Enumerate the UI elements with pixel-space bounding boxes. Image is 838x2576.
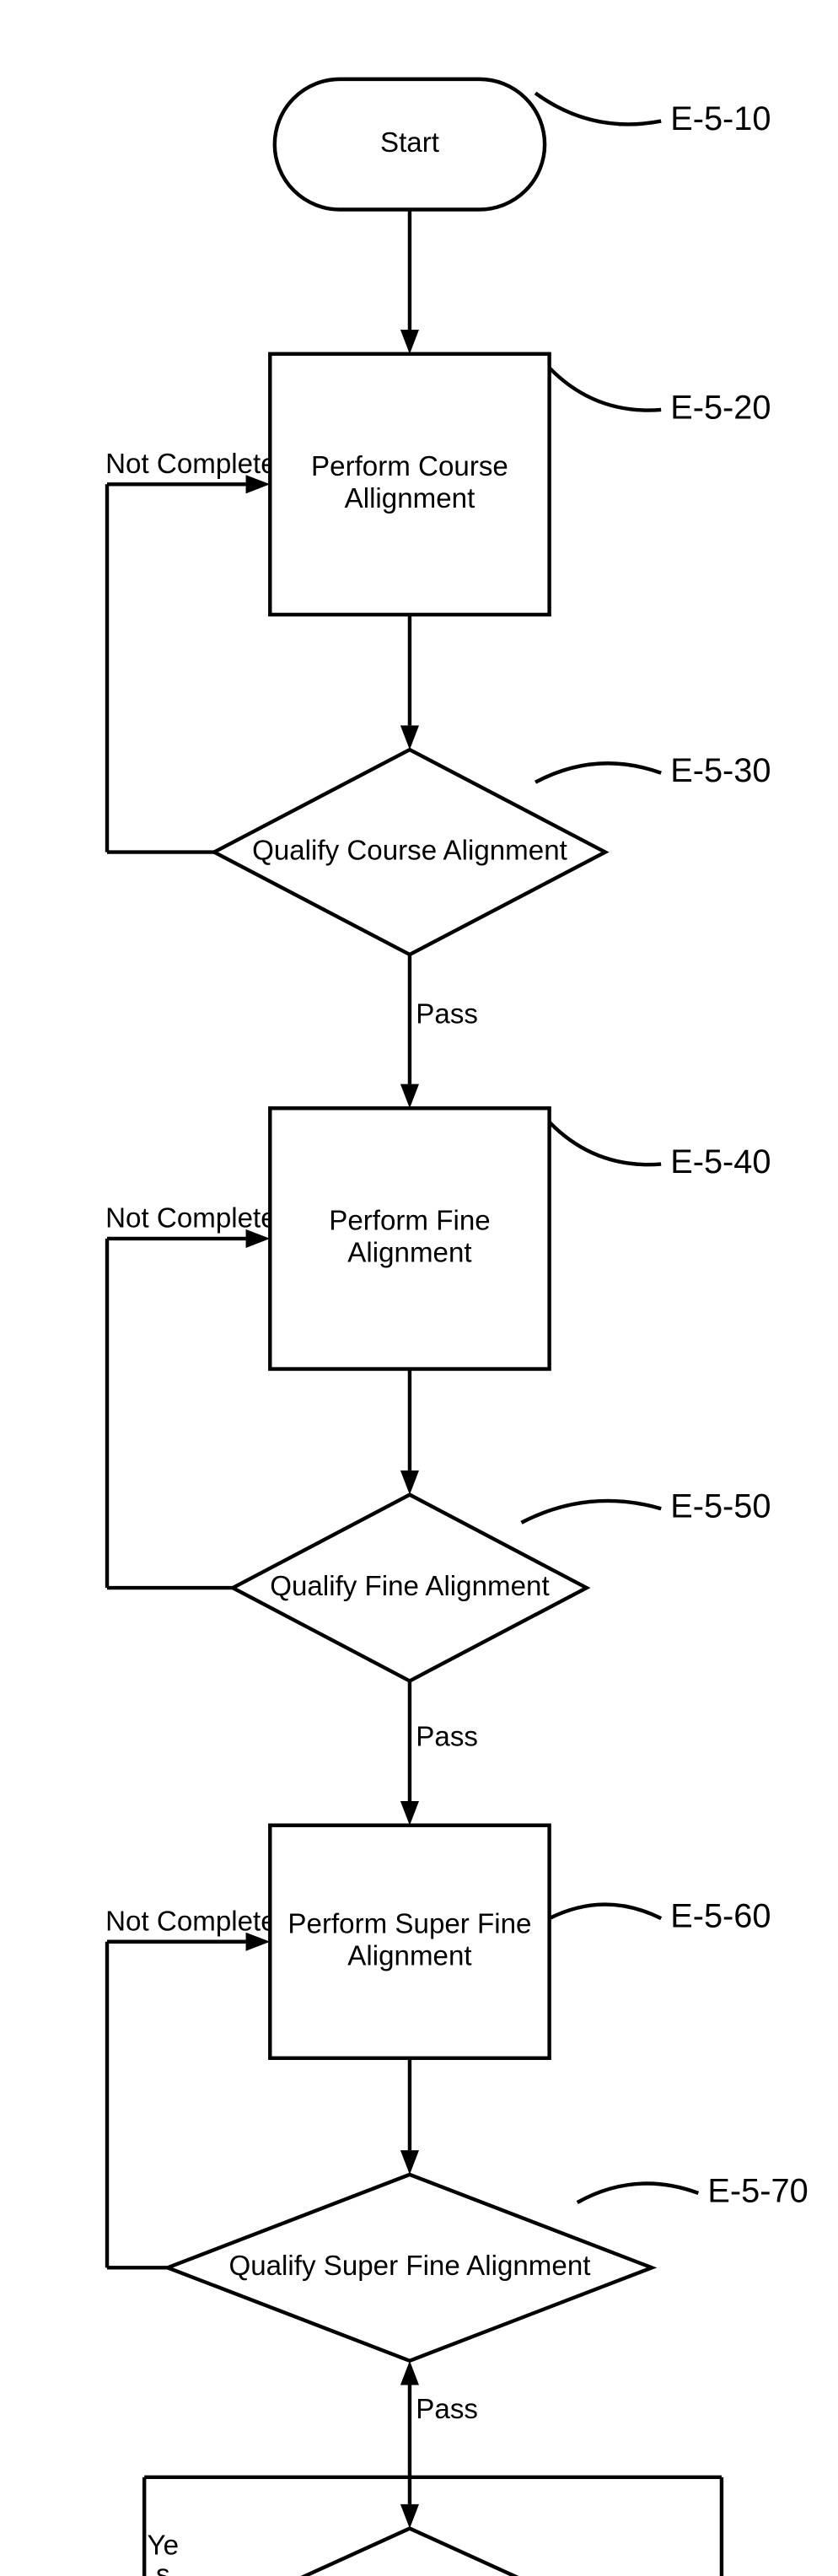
edge-label: s: [156, 2559, 170, 2576]
callout-label: E-5-60: [670, 1898, 771, 1935]
node-start-label: Start: [380, 127, 439, 159]
edge-label: Pass: [416, 2394, 478, 2425]
node-q-sfine-label: Qualify Super Fine Alignment: [228, 2251, 590, 2282]
node-start: Start: [275, 79, 545, 210]
node-p-fine-label: Alignment: [347, 1238, 471, 1269]
callout-label: E-5-50: [670, 1488, 771, 1525]
node-p-fine-label: Perform Fine: [329, 1206, 490, 1237]
edge-label: Not Complete: [105, 449, 277, 480]
flowchart-svg: PassPassPassNoNot CompleteNot CompleteNo…: [0, 0, 838, 2576]
edge-label: Pass: [416, 1722, 478, 1753]
node-p-course-label: Perform Course: [311, 451, 508, 482]
node-p-sfine: Perform Super FineAlignment: [270, 1826, 549, 2058]
edge-label: Pass: [416, 999, 478, 1030]
node-p-fine: Perform FineAlignment: [270, 1108, 549, 1369]
node-p-course: Perform CourseAllignment: [270, 354, 549, 615]
node-q-course-label: Qualify Course Alignment: [252, 835, 567, 866]
callout-label: E-5-30: [670, 752, 771, 789]
callout-label: E-5-10: [670, 100, 771, 137]
node-p-sfine-label: Alignment: [347, 1941, 471, 1972]
callout-label: E-5-70: [707, 2172, 808, 2209]
flowchart-root: PassPassPassNoNot CompleteNot CompleteNo…: [0, 0, 838, 2576]
node-p-course-label: Allignment: [345, 483, 475, 514]
callout-label: E-5-20: [670, 389, 771, 426]
node-p-sfine-label: Perform Super Fine: [287, 1908, 531, 1939]
callout-label: E-5-40: [670, 1143, 771, 1180]
node-q-fine-label: Qualify Fine Alignment: [270, 1571, 549, 1602]
edge-label: Ye: [148, 2530, 179, 2561]
edge-label: Not Complete: [105, 1203, 277, 1234]
edge-label: Not Complete: [105, 1906, 277, 1937]
